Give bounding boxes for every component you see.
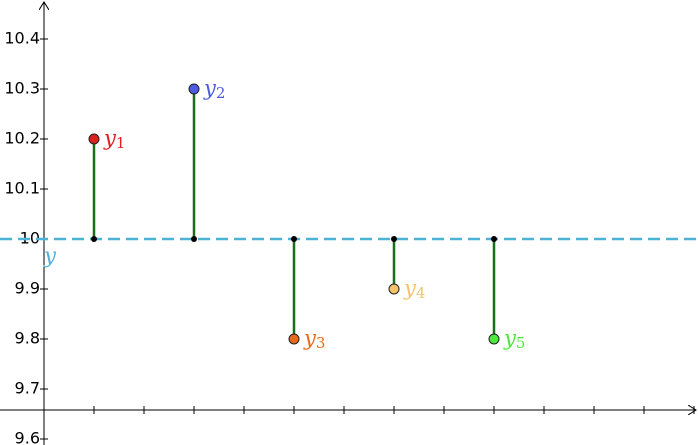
point-label-sub: 4 (416, 284, 426, 302)
mean-foot (191, 236, 197, 242)
point (88, 133, 100, 145)
point-label: y2 (203, 76, 225, 103)
mean-foot (291, 236, 297, 242)
point-label: y1 (103, 126, 125, 153)
y-tick-label: 9.9 (15, 279, 40, 298)
point (188, 83, 200, 95)
y-tick-label: 9.8 (15, 329, 40, 348)
point-label-sub: 1 (116, 134, 126, 152)
point-label: y5 (503, 326, 525, 353)
y-tick-label: 10.3 (4, 79, 40, 98)
y-tick-label: 10.2 (4, 129, 40, 148)
y-tick-label: 9.6 (15, 429, 40, 445)
mean-foot (391, 236, 397, 242)
y-tick-label: 10.1 (4, 179, 40, 198)
point-label-base: y (203, 76, 217, 100)
point-label-sub: 3 (316, 334, 326, 352)
mean-foot (91, 236, 97, 242)
mean-label: y (43, 244, 57, 268)
point (288, 333, 300, 345)
point-label: y3 (303, 326, 325, 353)
mean-foot (491, 236, 497, 242)
point-label-base: y (403, 276, 417, 300)
point-label-sub: 2 (216, 84, 226, 102)
point (388, 283, 400, 295)
y-tick-label: 10.4 (4, 29, 40, 48)
point-label: y4 (403, 276, 425, 303)
point (488, 333, 500, 345)
point-label-base: y (303, 326, 317, 350)
point-label-base: y (503, 326, 517, 350)
point-label-base: y (103, 126, 117, 150)
point-label-sub: 5 (516, 334, 526, 352)
y-tick-label: 9.7 (15, 379, 40, 398)
